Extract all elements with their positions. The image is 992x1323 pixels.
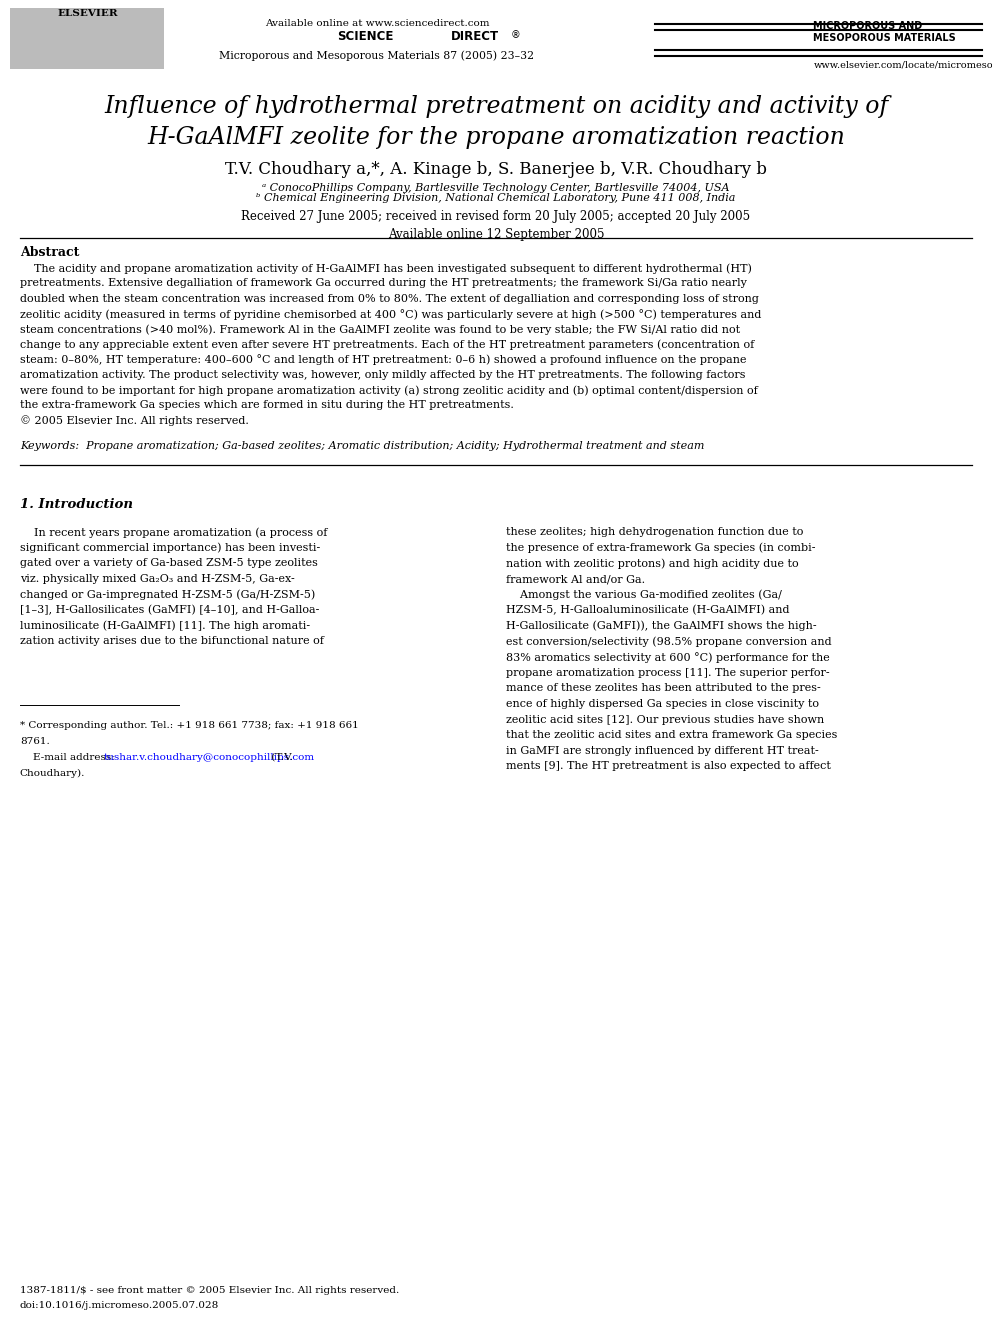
Text: 8761.: 8761. [20,737,50,746]
Text: aromatization activity. The product selectivity was, however, only mildly affect: aromatization activity. The product sele… [20,369,745,380]
Text: were found to be important for high propane aromatization activity (a) strong ze: were found to be important for high prop… [20,385,758,396]
Text: zeolitic acid sites [12]. Our previous studies have shown: zeolitic acid sites [12]. Our previous s… [506,714,824,725]
Text: 1. Introduction: 1. Introduction [20,497,133,511]
Text: Available online at www.sciencedirect.com: Available online at www.sciencedirect.co… [265,19,489,28]
Text: © 2005 Elsevier Inc. All rights reserved.: © 2005 Elsevier Inc. All rights reserved… [20,415,249,426]
Text: H-Gallosilicate (GaMFI)), the GaAlMFI shows the high-: H-Gallosilicate (GaMFI)), the GaAlMFI sh… [506,620,816,631]
Text: Influence of hydrothermal pretreatment on acidity and activity of
H-GaAlMFI zeol: Influence of hydrothermal pretreatment o… [104,95,888,149]
Text: ®: ® [511,30,521,41]
Text: nation with zeolitic protons) and high acidity due to: nation with zeolitic protons) and high a… [506,558,799,569]
Text: luminosilicate (H-GaAlMFI) [11]. The high aromati-: luminosilicate (H-GaAlMFI) [11]. The hig… [20,620,310,631]
Text: steam concentrations (>40 mol%). Framework Al in the GaAlMFI zeolite was found t: steam concentrations (>40 mol%). Framewo… [20,324,740,335]
Text: est conversion/selectivity (98.5% propane conversion and: est conversion/selectivity (98.5% propan… [506,636,831,647]
Text: In recent years propane aromatization (a process of: In recent years propane aromatization (a… [20,527,327,537]
Text: Choudhary).: Choudhary). [20,769,85,778]
Text: Received 27 June 2005; received in revised form 20 July 2005; accepted 20 July 2: Received 27 June 2005; received in revis… [241,210,751,241]
Text: the presence of extra-framework Ga species (in combi-: the presence of extra-framework Ga speci… [506,542,815,553]
Text: HZSM-5, H-Galloaluminosilicate (H-GaAlMFI) and: HZSM-5, H-Galloaluminosilicate (H-GaAlMF… [506,606,790,615]
Text: pretreatments. Extensive degalliation of framework Ga occurred during the HT pre: pretreatments. Extensive degalliation of… [20,278,747,288]
Text: changed or Ga-impregnated H-ZSM-5 (Ga/H-ZSM-5): changed or Ga-impregnated H-ZSM-5 (Ga/H-… [20,590,315,601]
Text: The acidity and propane aromatization activity of H-GaAlMFI has been investigate: The acidity and propane aromatization ac… [20,263,752,274]
FancyBboxPatch shape [10,8,164,69]
Text: Amongst the various Ga-modified zeolites (Ga/: Amongst the various Ga-modified zeolites… [506,590,782,601]
Text: zation activity arises due to the bifunctional nature of: zation activity arises due to the bifunc… [20,636,323,647]
Text: framework Al and/or Ga.: framework Al and/or Ga. [506,574,645,583]
Text: that the zeolitic acid sites and extra framework Ga species: that the zeolitic acid sites and extra f… [506,730,837,740]
Text: steam: 0–80%, HT temperature: 400–600 °C and length of HT pretreatment: 0–6 h) s: steam: 0–80%, HT temperature: 400–600 °C… [20,355,746,365]
Text: T.V. Choudhary a,*, A. Kinage b, S. Banerjee b, V.R. Choudhary b: T.V. Choudhary a,*, A. Kinage b, S. Bane… [225,161,767,179]
Text: doubled when the steam concentration was increased from 0% to 80%. The extent of: doubled when the steam concentration was… [20,294,759,304]
Text: (T.V.: (T.V. [268,753,293,762]
Text: mance of these zeolites has been attributed to the pres-: mance of these zeolites has been attribu… [506,683,820,693]
Text: in GaMFI are strongly influenced by different HT treat-: in GaMFI are strongly influenced by diff… [506,746,818,755]
Text: ᵃ ConocoPhillips Company, Bartlesville Technology Center, Bartlesville 74004, US: ᵃ ConocoPhillips Company, Bartlesville T… [262,183,730,193]
Text: ence of highly dispersed Ga species in close viscinity to: ence of highly dispersed Ga species in c… [506,699,819,709]
Text: ᵇ Chemical Engineering Division, National Chemical Laboratory, Pune 411 008, Ind: ᵇ Chemical Engineering Division, Nationa… [256,193,736,204]
Text: DIRECT: DIRECT [451,30,500,44]
Text: these zeolites; high dehydrogenation function due to: these zeolites; high dehydrogenation fun… [506,527,804,537]
Text: doi:10.1016/j.micromeso.2005.07.028: doi:10.1016/j.micromeso.2005.07.028 [20,1301,219,1310]
Text: [1–3], H-Gallosilicates (GaMFI) [4–10], and H-Galloa-: [1–3], H-Gallosilicates (GaMFI) [4–10], … [20,606,319,615]
Text: viz. physically mixed Ga₂O₃ and H-ZSM-5, Ga-ex-: viz. physically mixed Ga₂O₃ and H-ZSM-5,… [20,574,295,583]
Text: gated over a variety of Ga-based ZSM-5 type zeolites: gated over a variety of Ga-based ZSM-5 t… [20,558,317,569]
Text: Microporous and Mesoporous Materials 87 (2005) 23–32: Microporous and Mesoporous Materials 87 … [219,50,535,61]
Text: significant commercial importance) has been investi-: significant commercial importance) has b… [20,542,320,553]
Text: propane aromatization process [11]. The superior perfor-: propane aromatization process [11]. The … [506,668,829,677]
Text: zeolitic acidity (measured in terms of pyridine chemisorbed at 400 °C) was parti: zeolitic acidity (measured in terms of p… [20,308,761,320]
Text: Abstract: Abstract [20,246,79,259]
Text: tushar.v.choudhary@conocophillips.com: tushar.v.choudhary@conocophillips.com [104,753,315,762]
Text: ments [9]. The HT pretreatment is also expected to affect: ments [9]. The HT pretreatment is also e… [506,761,830,771]
Text: www.elsevier.com/locate/micromeso: www.elsevier.com/locate/micromeso [813,61,992,70]
Text: * Corresponding author. Tel.: +1 918 661 7738; fax: +1 918 661: * Corresponding author. Tel.: +1 918 661… [20,721,358,730]
Text: change to any appreciable extent even after severe HT pretreatments. Each of the: change to any appreciable extent even af… [20,339,754,349]
Text: the extra-framework Ga species which are formed in situ during the HT pretreatme: the extra-framework Ga species which are… [20,400,514,410]
Text: ELSEVIER: ELSEVIER [57,9,118,19]
Text: 1387-1811/$ - see front matter © 2005 Elsevier Inc. All rights reserved.: 1387-1811/$ - see front matter © 2005 El… [20,1286,399,1295]
Text: Keywords:  Propane aromatization; Ga-based zeolites; Aromatic distribution; Acid: Keywords: Propane aromatization; Ga-base… [20,441,704,451]
Text: 83% aromatics selectivity at 600 °C) performance for the: 83% aromatics selectivity at 600 °C) per… [506,652,829,663]
Text: MICROPOROUS AND
MESOPOROUS MATERIALS: MICROPOROUS AND MESOPOROUS MATERIALS [813,20,956,44]
Text: SCIENCE: SCIENCE [337,30,394,44]
Text: E-mail address:: E-mail address: [20,753,118,762]
